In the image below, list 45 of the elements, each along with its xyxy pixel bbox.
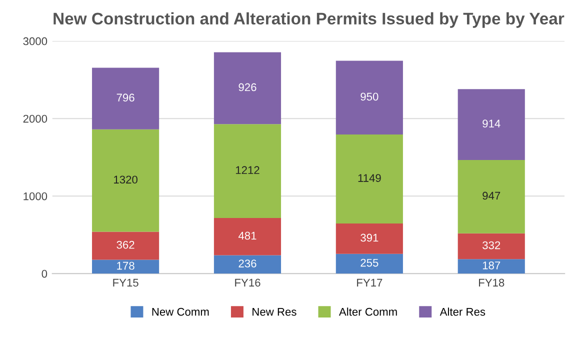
data-label: 391 [360,234,378,242]
data-label: 947 [482,192,500,200]
data-label: 255 [360,258,378,267]
y-tick-label: 3000 [23,37,48,46]
data-label: 926 [238,83,256,92]
bar [336,224,403,254]
x-tick-label: FY16 [235,278,260,287]
chart-title: New Construction and Alteration Permits Issued by Type by Year [54,12,564,28]
data-label: 1320 [114,176,138,184]
bar [214,218,282,256]
data-label: 914 [482,120,500,128]
data-label: 236 [238,260,256,268]
data-label: 332 [482,241,500,250]
legend-label: Alter Res [440,308,486,316]
y-tick-label: 1000 [24,192,48,200]
legend-label: Alter Comm [338,308,397,316]
bar [458,89,525,160]
bar [458,259,525,274]
y-tick-label: 2000 [23,114,48,123]
bar [92,260,160,274]
bar [214,52,282,124]
bar [92,232,160,260]
bar [214,124,282,218]
data-label: 362 [116,240,134,249]
bar [214,255,282,274]
bar [458,233,525,260]
data-label: 178 [117,262,134,270]
data-label: 187 [482,261,500,270]
bar [336,60,403,134]
bar [92,129,160,232]
data-label: 950 [360,92,378,101]
bar [458,160,525,234]
legend-label: New Comm [152,308,209,316]
legend-label: New Res [252,308,296,316]
data-label: 1149 [358,174,381,182]
bar [92,68,160,130]
y-tick-label: 0 [42,270,48,278]
bar [336,254,403,274]
data-label: 1212 [236,166,260,174]
bar [336,134,403,224]
data-label: 796 [116,94,134,102]
x-tick-label: FY18 [479,278,504,287]
data-label: 481 [238,232,256,240]
x-tick-label: FY15 [113,278,138,287]
x-tick-label: FY17 [357,278,382,287]
